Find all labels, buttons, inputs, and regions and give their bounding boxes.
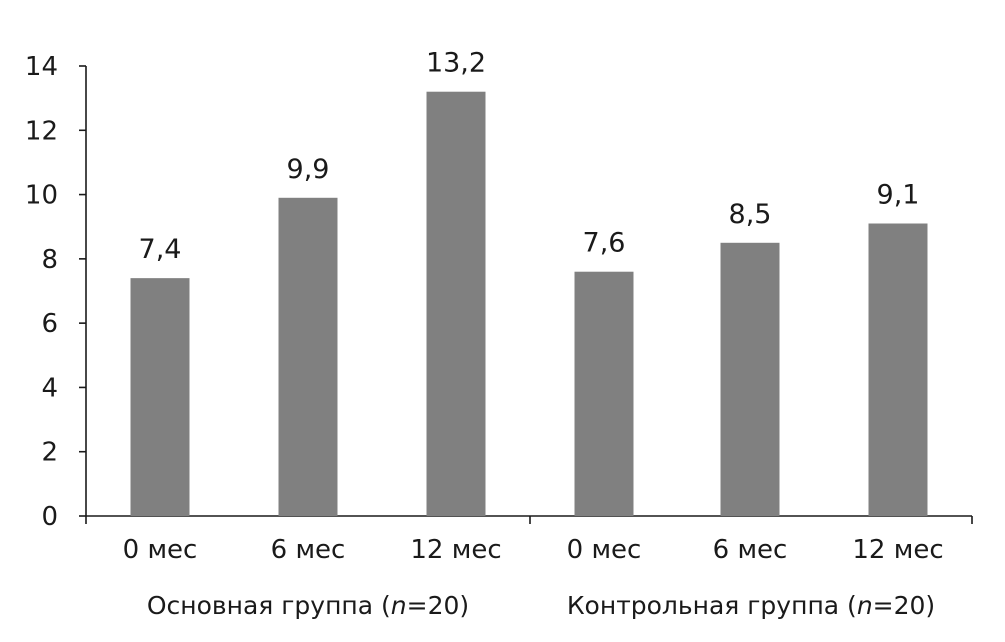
bar: [278, 197, 338, 517]
category-label: 12 мес: [852, 535, 943, 565]
y-tick-label: 8: [41, 245, 58, 275]
data-label: 9,9: [287, 154, 330, 185]
y-tick-label: 10: [25, 181, 58, 211]
data-labels: 7,4 9,9 13,2 7,6 8,5 9,1: [139, 48, 920, 265]
y-tick-label: 14: [25, 52, 58, 82]
data-label: 8,5: [729, 199, 772, 230]
category-label: 0 мес: [567, 535, 642, 565]
category-label: 0 мес: [123, 535, 198, 565]
category-label: 12 мес: [410, 535, 501, 565]
bar: [130, 278, 190, 516]
group-label: Основная группа (n=20): [147, 591, 469, 620]
bar: [720, 242, 780, 517]
category-label: 6 мес: [271, 535, 346, 565]
data-label: 7,4: [139, 234, 182, 265]
x-axis: [85, 515, 973, 524]
y-tick-label: 0: [41, 502, 58, 532]
data-label: 7,6: [583, 228, 626, 259]
category-label: 6 мес: [713, 535, 788, 565]
y-tick-label: 6: [41, 309, 58, 339]
bar: [574, 271, 634, 516]
y-tick-label: 4: [41, 373, 58, 403]
y-axis: 0 2 4 6 8 10 12 14: [25, 52, 87, 532]
y-tick-label: 12: [25, 116, 58, 146]
data-label: 9,1: [877, 180, 920, 211]
bars: [130, 91, 928, 517]
bar: [868, 223, 928, 516]
bar: [426, 91, 486, 516]
group-labels: Основная группа (n=20) Контрольная группа…: [147, 591, 935, 620]
y-tick-label: 2: [41, 438, 58, 468]
category-labels: 0 мес 6 мес 12 мес 0 мес 6 мес 12 мес: [123, 535, 944, 565]
group-label: Контрольная группа (n=20): [567, 591, 935, 620]
data-label: 13,2: [426, 48, 486, 79]
